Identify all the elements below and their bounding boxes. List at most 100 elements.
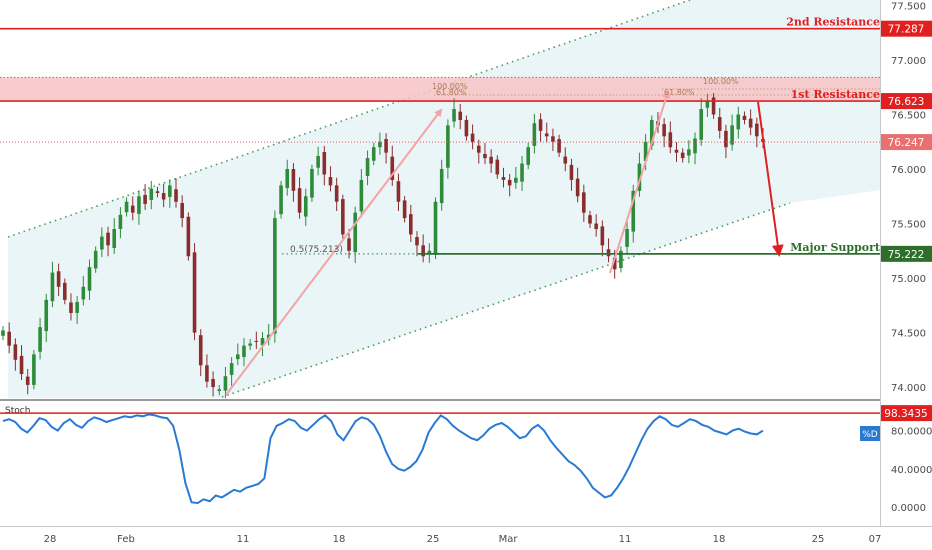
candle-body [297,188,302,213]
candle-body [458,111,463,120]
first-resistance-label: 1st Resistance [791,88,880,101]
candle-body [81,286,86,300]
candle-body [699,109,704,140]
badge-stoch-level-text: 98.3435 [884,408,927,420]
candle-body [334,185,339,202]
candle-body [235,354,240,360]
candle-body [180,203,184,219]
candle-body [229,363,234,375]
y-axis-background [880,0,932,550]
badge-last-price-box [881,134,932,151]
candle-body [365,158,370,176]
stoch-d-line [2,413,764,505]
fib-label-left-b: 100.00% [432,82,468,91]
candle-body [489,156,493,164]
candle-body [285,169,290,188]
price-tick-label: 77.500 [891,1,926,12]
candle-body [106,232,110,246]
candle-body [198,335,203,366]
candle-body [328,177,333,186]
red-forecast-arrow [757,101,784,257]
stoch-pane-title: Stoch [5,406,30,416]
candle-body [452,109,456,122]
badge-second-resistance: 77.287 [881,20,932,37]
candle-body [421,245,425,257]
badge-stoch-level: 98.3435 [881,405,932,422]
time-tick-label: 07 [869,534,882,545]
candle-body [557,139,561,153]
time-tick-label: Mar [499,534,519,545]
candle-body [19,355,24,375]
candle-body [62,282,67,300]
candle-body [711,97,716,115]
candle-body [551,136,555,142]
candle-body [668,132,673,148]
candle-body [415,237,419,246]
candle-body [464,119,469,137]
candle-body [205,365,209,382]
price-tick-label: 74.000 [891,383,926,394]
candle-body [56,271,61,287]
badge-last-price: 76.247 [881,134,932,151]
stoch-pane-background [0,402,880,526]
time-tick-label: 11 [237,534,250,545]
candle-body [680,152,685,159]
candle-body [223,376,228,391]
candle-body [186,216,191,257]
candle-body [44,299,49,332]
candle-body [192,252,197,333]
candle-body [446,125,450,168]
time-tick-label: 25 [812,534,825,545]
candle-body [347,238,351,251]
candle-body [25,376,30,385]
candle-body [38,327,42,352]
candle-body [371,147,376,161]
badge-second-resistance-text: 77.287 [888,24,925,36]
fib-label-right-a: 61.80% [664,88,695,97]
price-axis-ticks: 74.000 74.500 75.000 75.500 76.000 76.500 77.0… [891,1,926,394]
candle-body [470,133,475,142]
candle-body [662,124,666,137]
candle-body [649,119,654,146]
candle-body [588,215,592,224]
resistance-zone [0,77,880,102]
candle-body [174,189,178,202]
candle-body [409,214,413,235]
candle-body [748,118,753,128]
price-tick-label: 74.500 [891,329,926,340]
candle-body [575,178,580,197]
time-tick-label: Feb [117,534,135,545]
price-tick-label: 75.500 [891,220,926,231]
candle-body [112,228,117,248]
candle-body [674,149,679,153]
badge-last-price-text: 76.247 [888,137,925,149]
candle-body [538,119,543,131]
candle-body [341,199,345,235]
candle-body [724,130,728,148]
badge-stoch-d: %D [860,426,880,441]
candle-body [625,228,629,247]
badge-first-resistance-box [881,93,932,110]
badge-stoch-d-text: %D [862,430,878,440]
time-axis-ticks: 28 Feb 11 18 25 Mar 11 18 25 07 [44,534,882,545]
candle-body [730,125,734,145]
candle-body [161,193,166,200]
candle-body [378,141,382,148]
candle-body [594,223,598,229]
candle-body [1,330,5,336]
candle-body [631,190,636,232]
candle-body [303,196,308,217]
candle-body [75,302,79,313]
candle-body [168,185,172,197]
channel-lower-line [221,202,791,398]
fib-label-right-b: 100.00% [703,77,739,86]
candle-body [390,156,395,180]
candle-body [544,133,549,137]
candle-body [384,139,388,153]
candle-body [316,155,320,168]
candle-body [483,153,487,159]
candle-body [439,169,444,204]
major-support-label: Major Support [790,241,881,254]
candle-body [693,138,697,154]
badge-major-support: 75.222 [881,245,932,262]
